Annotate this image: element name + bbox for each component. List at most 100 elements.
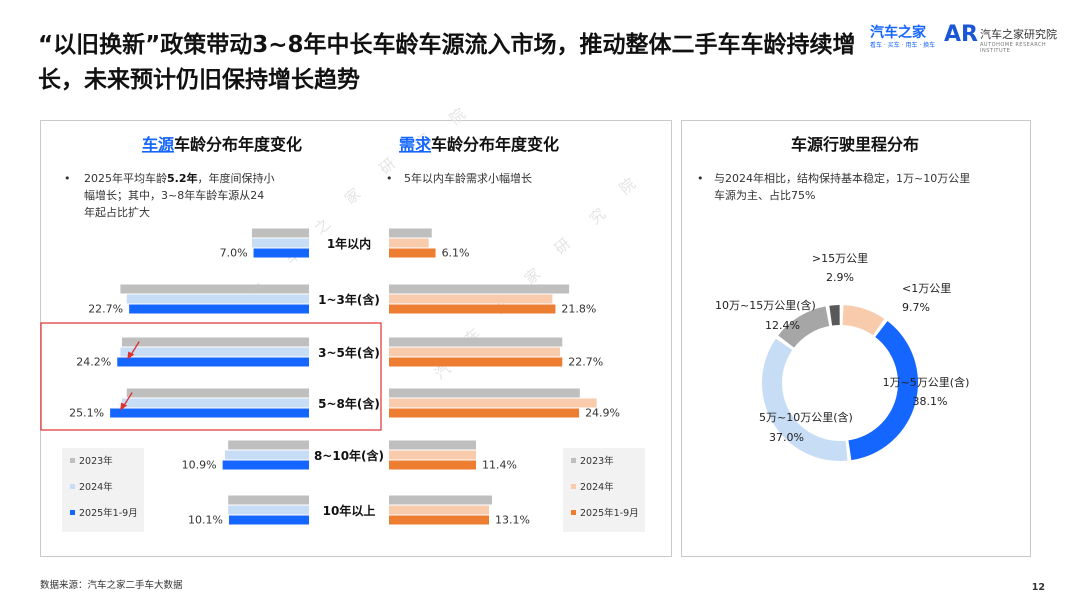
donut-slice-value: 9.7% [902,301,930,314]
supply-note-part: 2025年平均车龄 [84,171,167,185]
demand-bar-1 [389,347,560,357]
supply-legend-label: 2023年 [79,455,113,467]
research-institute-name: 汽车之家研究院 [980,28,1057,41]
donut-slice-label: 1万~5万公里(含) [883,375,970,389]
demand-bar-2 [389,248,436,258]
red-arrowhead-1 [120,402,128,411]
donut-slice [848,321,918,461]
demand-data-label: 11.4% [482,459,517,472]
demand-bar-0 [389,284,570,294]
supply-bar-0 [120,284,309,294]
watermark-char: 家 [341,185,364,208]
donut-slice [829,305,840,326]
supply-note-part: ，年度间保持小 [198,171,275,185]
mileage-note-line-1: 与2024年相比，结构保持基本稳定，1万~10万公里 [714,171,970,185]
supply-chart-title: 车源车龄分布年度变化 [142,135,302,154]
demand-bar-2 [389,304,556,314]
donut-slice-label: <1万公里 [902,282,951,295]
demand-bar-1 [389,294,553,304]
category-label: 1年以内 [327,236,371,251]
supply-bar-2 [253,248,309,258]
supply-bar-0 [228,440,309,450]
watermark-char: 究 [586,205,609,228]
demand-legend-label: 2024年 [580,481,614,493]
demand-legend-swatch [571,484,576,489]
demand-note: 5年以内车龄需求小幅增长 [404,171,532,185]
demand-bar-0 [389,228,432,238]
demand-chart-title: 需求车龄分布年度变化 [399,135,559,154]
supply-bar-1 [126,294,310,304]
category-label: 1~3年(含) [318,292,380,307]
demand-bar-0 [389,440,477,450]
autohome-logo: 汽车之家 [870,25,926,41]
demand-legend-swatch [571,510,576,515]
demand-data-label: 13.1% [495,514,530,527]
page-number: 12 [1031,582,1045,593]
category-label: 10年以上 [323,503,376,518]
autohome-logo-subtitle: 看车 · 买车 · 用车 · 换车 [870,42,936,49]
demand-bar-0 [389,337,563,347]
mileage-note-line-2: 车源为主、占比75% [714,188,815,202]
donut-slice-label: 5万~10万公里(含) [759,410,853,424]
logo-group: 汽车之家 看车 · 买车 · 用车 · 换车 AR 汽车之家研究院 AUTOHO… [870,22,1066,54]
supply-bar-0 [126,388,310,398]
supply-legend-swatch [70,458,75,463]
supply-note-bullet: • [64,172,71,185]
donut-slice [778,306,830,348]
supply-legend-swatch [70,510,75,515]
supply-bar-0 [228,495,309,505]
demand-bar-2 [389,357,563,367]
demand-bar-1 [389,238,429,248]
page-title: “以旧换新”政策带动3~8年中长车龄车源流入市场，推动整体二手车车龄持续增长，未… [38,32,856,93]
demand-data-label: 22.7% [568,356,603,369]
demand-bar-0 [389,388,580,398]
supply-bar-2 [222,460,309,470]
demand-legend-label: 2025年1-9月 [580,507,639,519]
donut-slice-label: 10万~15万公里(含) [715,298,816,312]
demand-data-label: 21.8% [561,303,596,316]
watermark-char: 院 [446,105,469,128]
supply-bar-0 [251,228,309,238]
research-institute-subtitle: AUTOHOME RESEARCH INSTITUTE [980,42,1047,54]
supply-legend-swatch [70,484,75,489]
supply-legend-label: 2025年1-9月 [79,507,138,519]
supply-bar-2 [228,515,309,525]
supply-bar-2 [110,408,309,418]
supply-data-label: 10.1% [188,514,223,527]
category-label: 8~10年(含) [314,448,384,463]
donut-slice-value: 38.1% [913,395,948,408]
supply-data-label: 24.2% [76,356,111,369]
demand-data-label: 6.1% [442,247,470,260]
mileage-chart-title: 车源行驶里程分布 [791,135,919,154]
supply-legend-label: 2024年 [79,481,113,493]
demand-chart-title-highlight: 需求 [399,135,432,154]
supply-note-line-1: 2025年平均车龄5.2年，年度间保持小 [84,171,275,185]
supply-legend-bg [62,448,144,532]
supply-bar-1 [228,505,309,515]
demand-bar-1 [389,505,489,515]
donut-slice-value: 2.9% [826,271,854,284]
supply-note-line-2: 幅增长；其中，3~8年车龄车源从24 [84,188,264,202]
demand-legend-label: 2023年 [580,455,614,467]
donut-slice-value: 37.0% [769,431,804,444]
watermark-char: 研 [551,235,574,258]
supply-bar-1 [225,450,309,460]
demand-bar-2 [389,515,489,525]
donut-slice [762,338,848,462]
supply-data-label: 10.9% [182,459,217,472]
mileage-note-bullet: • [697,172,704,185]
category-label: 3~5年(含) [318,345,380,360]
supply-note-line-3: 年起占比扩大 [84,205,150,219]
data-source-note: 数据来源：汽车之家二手车大数据 [40,580,183,591]
demand-note-bullet: • [386,172,393,185]
red-arrowhead-0 [127,351,135,360]
supply-data-label: 22.7% [88,303,123,316]
demand-data-label: 24.9% [585,407,620,420]
watermark-char: 之 [311,215,334,238]
supply-bar-0 [122,337,309,347]
mileage-distribution-panel [681,120,1031,557]
donut-slice-value: 12.4% [765,319,800,332]
category-label: 5~8年(含) [318,396,380,411]
supply-chart-title-highlight: 车源 [142,135,174,154]
